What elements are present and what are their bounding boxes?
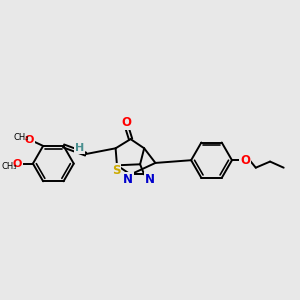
Text: N: N — [145, 173, 154, 186]
Text: CH₃: CH₃ — [14, 133, 29, 142]
Text: CH₃: CH₃ — [1, 162, 16, 171]
Text: O: O — [13, 159, 22, 169]
Text: O: O — [122, 116, 131, 129]
Text: S: S — [112, 164, 121, 177]
Text: N: N — [123, 173, 133, 186]
Text: O: O — [25, 135, 34, 145]
Text: O: O — [240, 154, 250, 167]
Text: H: H — [75, 143, 84, 153]
